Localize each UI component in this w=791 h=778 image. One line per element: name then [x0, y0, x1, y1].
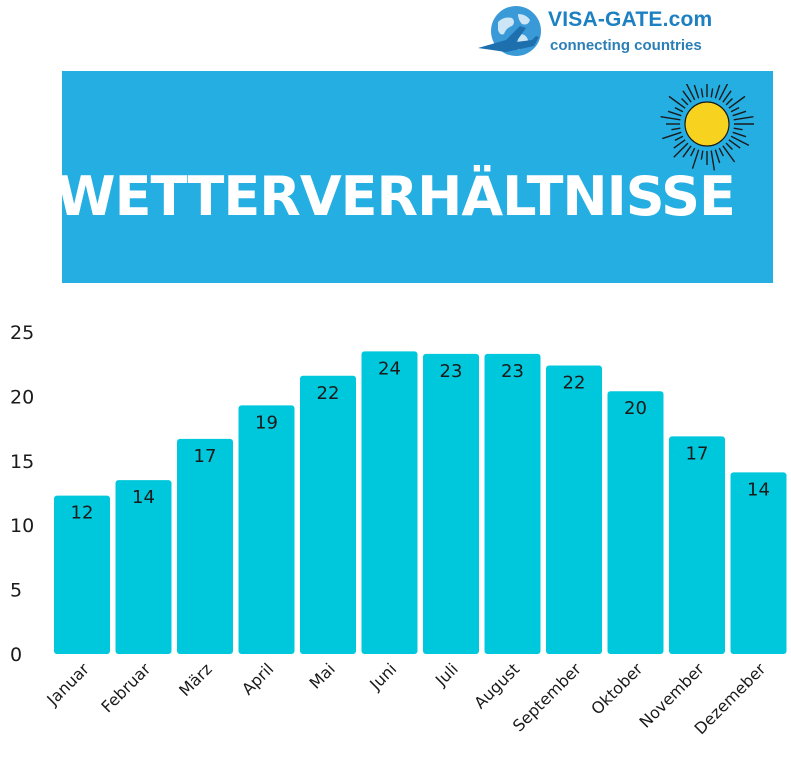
bar-chart: 0 5 10 15 20 25 12 14 17 19 22 24 23 23 22 20 17 14 Janu… [10, 322, 787, 738]
sun-ray [691, 149, 700, 169]
data-label: 22 [317, 383, 340, 404]
bar-märz [177, 438, 233, 654]
sun-ray [722, 145, 736, 163]
bar-juni [361, 351, 418, 654]
sun-ray [671, 127, 681, 131]
bar-august [484, 353, 541, 654]
x-tick-label: Oktober [587, 659, 646, 718]
sun-ray [728, 139, 741, 149]
y-tick-label: 5 [10, 580, 22, 602]
sun-ray [662, 131, 682, 140]
x-tick-label: Mai [306, 659, 339, 692]
bar-oktober [607, 391, 664, 654]
data-label: 12 [71, 503, 94, 524]
y-tick-label: 10 [10, 515, 34, 537]
data-label: 23 [501, 361, 524, 382]
data-label: 14 [747, 479, 770, 500]
sun-ray [673, 139, 686, 149]
sun-ray [673, 142, 689, 158]
bar-mai [300, 375, 356, 654]
x-tick-label: August [470, 659, 523, 712]
sun-ray [725, 98, 733, 106]
y-tick-label: 15 [10, 451, 34, 473]
title-banner [62, 71, 773, 283]
sun-ray [682, 145, 692, 158]
sun-icon [660, 84, 754, 171]
sun-ray [732, 131, 747, 138]
globe-airplane-icon [478, 6, 541, 56]
sun-ray [674, 135, 684, 141]
x-tick-label: Januar [42, 659, 93, 710]
bar-april [238, 405, 295, 654]
sun-ray [668, 95, 686, 109]
sun-ray [681, 98, 689, 106]
sun-ray [667, 110, 682, 117]
data-label: 23 [440, 361, 463, 382]
x-tick-label: Juli [431, 659, 462, 690]
bar-januar [54, 495, 110, 654]
bar-september [546, 365, 602, 654]
x-tick-label: April [238, 659, 277, 698]
y-tick-label: 25 [10, 322, 34, 344]
y-tick-label: 0 [10, 644, 22, 666]
sun-ray [718, 147, 724, 157]
bar-november [669, 436, 725, 654]
logo-brand: VISA-GATE.com [548, 8, 713, 31]
data-label: 14 [132, 487, 155, 508]
y-axis: 0 5 10 15 20 25 [10, 322, 34, 666]
bar-dezemeber [730, 472, 787, 654]
data-label: 17 [194, 446, 217, 467]
sun-ray [732, 110, 747, 117]
sun-ray [728, 95, 746, 109]
data-label: 24 [378, 358, 401, 379]
sun-ray [718, 84, 729, 101]
data-label: 22 [563, 372, 586, 393]
banner-title: WETTERVERHÄLTNISSE [56, 165, 736, 228]
sun-ray [725, 142, 733, 150]
logo: VISA-GATE.com connecting countries [476, 4, 736, 62]
data-label: 17 [686, 443, 709, 464]
y-tick-label: 20 [10, 386, 34, 408]
bars: 12 14 17 19 22 24 23 23 22 20 17 14 [54, 351, 787, 654]
data-label: 19 [255, 412, 278, 433]
sun-ray [660, 115, 681, 121]
x-axis: Januar Februar März April Mai Juni Juli AugustS… [42, 659, 769, 738]
sun-ray [733, 115, 754, 121]
sun-ray [722, 90, 732, 103]
sun-ray [710, 150, 716, 171]
bar-februar [115, 480, 172, 654]
sun-ray [730, 107, 740, 113]
sun-ray [714, 149, 721, 164]
sun-ray [733, 127, 743, 131]
logo-tagline: connecting countries [550, 37, 702, 54]
x-tick-label: Februar [97, 659, 154, 716]
sun-ray [674, 107, 684, 113]
sun-ray [710, 88, 714, 98]
sun-ray [682, 90, 692, 103]
x-tick-label: März [175, 659, 216, 700]
sun-ray [714, 84, 721, 99]
sun-ray [700, 150, 704, 160]
sun-ray [685, 84, 696, 101]
bar-juli [423, 353, 479, 654]
data-label: 20 [624, 398, 647, 419]
sun-ray [730, 135, 750, 146]
sun-ray [690, 147, 696, 157]
sun-ray [700, 88, 704, 98]
x-tick-label: Juni [365, 659, 400, 694]
sun-ray [693, 84, 700, 99]
